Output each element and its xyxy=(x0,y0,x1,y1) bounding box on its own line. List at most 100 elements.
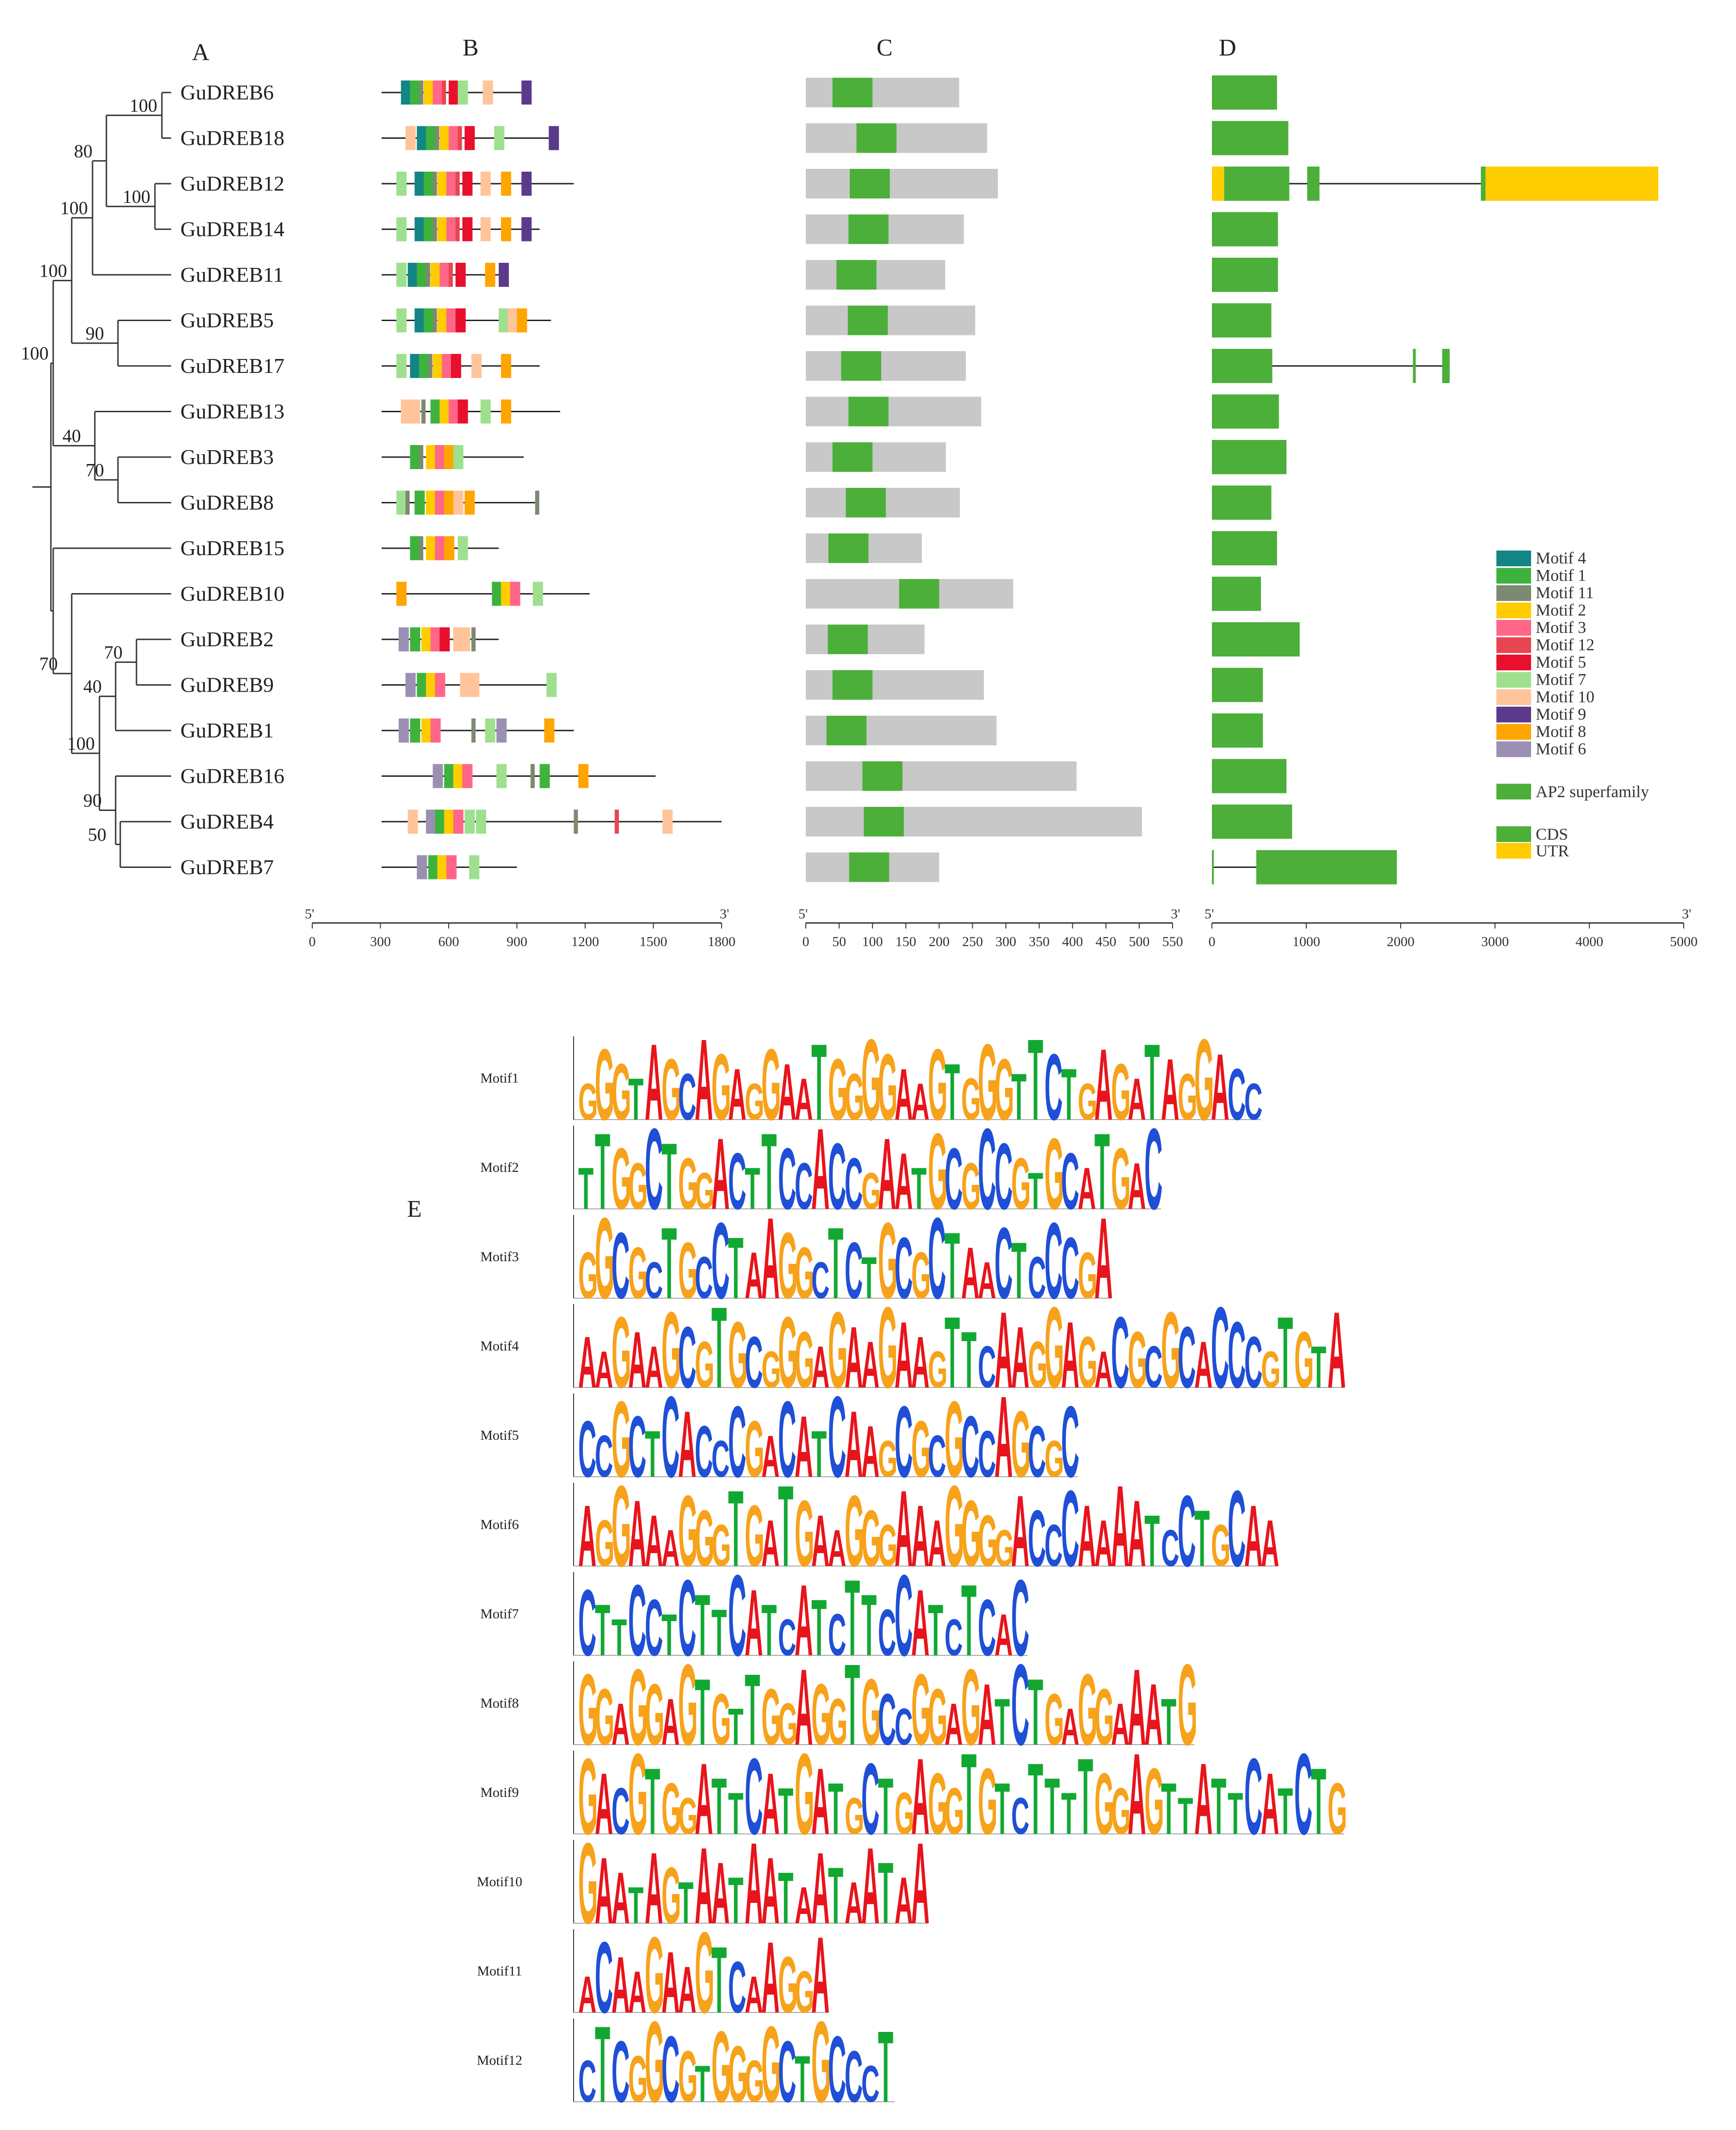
logo-letter-G: G xyxy=(1178,1060,1197,1134)
logo-letter-T: T xyxy=(695,1577,710,1674)
motif-10-box xyxy=(410,399,420,424)
logo-letter-A: A xyxy=(1328,1290,1346,1411)
motif-7-box xyxy=(480,399,491,424)
gene-label: GuDREB9 xyxy=(180,673,274,697)
logo-letter-T: T xyxy=(795,2042,810,2116)
logo-letter-T: T xyxy=(678,1870,693,1936)
axis-tick-label: 350 xyxy=(1029,934,1050,949)
axis-tick-label: 450 xyxy=(1095,934,1116,949)
motif-10-box xyxy=(453,490,463,515)
panel-letter-c: C xyxy=(877,35,893,61)
motif-7-box xyxy=(396,263,407,287)
motif-1-box xyxy=(410,445,420,469)
axis-end-label: 3' xyxy=(1682,906,1691,922)
motif-6-box xyxy=(426,810,436,834)
axis-tick-label: 600 xyxy=(439,934,459,949)
logo-letter-G: G xyxy=(628,2042,648,2116)
logo-letter-G: G xyxy=(978,1500,997,1582)
motif-11-box xyxy=(574,810,578,834)
logo-letter-T: T xyxy=(1011,1226,1026,1316)
ap2-domain xyxy=(832,78,873,107)
logo-letter-A: A xyxy=(995,1373,1013,1502)
motif-1-box xyxy=(414,490,425,515)
motif-2-box xyxy=(444,810,455,834)
logo-letter-G: G xyxy=(578,1072,598,1131)
logo-letter-A: A xyxy=(761,1423,779,1489)
logo-letter-C: C xyxy=(828,1373,846,1502)
logo-letter-A: A xyxy=(1211,1034,1229,1140)
motif-logo-name: Motif2 xyxy=(480,1160,519,1175)
logo-letter-C: C xyxy=(612,1213,630,1319)
motif-3-box xyxy=(446,172,457,196)
ap2-domain xyxy=(841,351,881,381)
logo-letter-T: T xyxy=(1278,1774,1293,1848)
legend-ap2-swatch xyxy=(1496,784,1531,799)
logo-letter-G: G xyxy=(595,1194,614,1323)
logo-letter-A: A xyxy=(612,1691,630,1757)
motif-7-box xyxy=(396,217,407,241)
motif-logo-name: Motif8 xyxy=(480,1696,519,1711)
logo-letter-A: A xyxy=(961,1232,979,1314)
logo-letter-C: C xyxy=(1044,1034,1063,1140)
logo-letter-A: A xyxy=(578,1322,596,1403)
logo-letter-A: A xyxy=(895,1137,913,1226)
logo-letter-T: T xyxy=(845,1558,860,1679)
ap2-domain xyxy=(862,761,903,791)
logo-letter-A: A xyxy=(811,1105,829,1234)
logo-letter-C: C xyxy=(1061,1468,1079,1590)
logo-letter-A: A xyxy=(761,1194,779,1323)
logo-letter-G: G xyxy=(612,1462,631,1591)
logo-letter-G: G xyxy=(911,1653,931,1766)
ap2-domain xyxy=(826,716,867,745)
logo-letter-A: A xyxy=(645,1022,663,1143)
logo-letter-T: T xyxy=(1178,1787,1193,1845)
bootstrap-value: 100 xyxy=(67,733,95,754)
logo-letter-G: G xyxy=(795,1232,814,1314)
logo-letter-T: T xyxy=(878,1845,893,1942)
logo-letter-T: T xyxy=(761,1111,777,1232)
logo-letter-A: A xyxy=(1094,1340,1112,1399)
logo-letter-A: A xyxy=(861,1411,879,1492)
motif-6-box xyxy=(398,718,409,743)
logo-letter-C: C xyxy=(978,1334,996,1400)
logo-letter-G: G xyxy=(711,1034,731,1140)
logo-letter-A: A xyxy=(911,1487,929,1585)
logo-letter-C: C xyxy=(845,1226,863,1316)
cds-box xyxy=(1481,167,1486,201)
cds-box xyxy=(1212,212,1278,247)
motif-8-box xyxy=(444,445,455,469)
logo-letter-A: A xyxy=(1061,1302,1079,1408)
motif-12-box xyxy=(457,126,462,150)
logo-letter-C: C xyxy=(828,2017,846,2122)
ap2-domain xyxy=(847,305,888,335)
logo-letter-G: G xyxy=(928,1111,947,1232)
motif-11-box xyxy=(471,718,476,743)
motif-1-box xyxy=(423,217,434,241)
axis-tick-label: 1000 xyxy=(1292,934,1320,949)
motif-3-box xyxy=(435,445,445,469)
logo-letter-A: A xyxy=(995,1602,1013,1668)
logo-letter-T: T xyxy=(628,1066,643,1132)
logo-letter-G: G xyxy=(761,1028,781,1141)
logo-letter-A: A xyxy=(661,1934,680,2031)
logo-letter-C: C xyxy=(778,2023,796,2121)
logo-letter-A: A xyxy=(678,1953,696,2027)
motif-12-box xyxy=(455,217,460,241)
logo-letter-G: G xyxy=(845,1474,864,1588)
logo-letter-C: C xyxy=(895,1220,913,1317)
logo-letter-T: T xyxy=(1028,1742,1043,1856)
logo-letter-T: T xyxy=(845,1641,860,1770)
logo-letter-G: G xyxy=(661,1041,681,1139)
motif-3-box xyxy=(449,399,459,424)
motif-2-box xyxy=(426,536,436,560)
motif-1-box xyxy=(539,764,550,788)
logo-letter-A: A xyxy=(811,1334,829,1400)
ap2-domain xyxy=(899,579,939,609)
logo-letter-G: G xyxy=(1328,1768,1347,1850)
motif-6-box xyxy=(432,764,443,788)
logo-letter-A: A xyxy=(895,1302,913,1408)
bootstrap-value: 100 xyxy=(60,198,88,218)
motif-1-box xyxy=(430,399,441,424)
logo-letter-G: G xyxy=(878,1430,897,1488)
axis-tick-label: 550 xyxy=(1162,934,1183,949)
